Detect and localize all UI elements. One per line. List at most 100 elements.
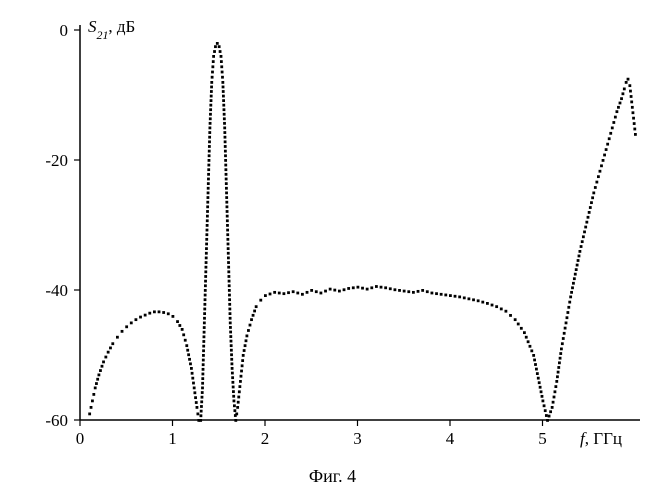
data-point [189,362,192,365]
data-point [588,211,591,214]
data-point [225,196,228,199]
data-point [249,324,252,327]
data-point [622,92,625,95]
data-point [226,233,229,236]
data-point [581,240,584,243]
y-tick-label: -20 [45,151,68,170]
data-point [230,353,233,356]
data-point [204,270,207,273]
data-point [205,257,208,260]
data-point [232,386,235,389]
data-point [204,280,207,283]
data-point [222,90,225,93]
data-point [569,296,572,299]
data-point [225,182,228,185]
data-point [162,311,165,314]
data-point [200,400,203,403]
data-point [559,357,562,360]
data-point [202,349,205,352]
data-point [591,196,594,199]
data-point [380,286,383,289]
data-point [227,257,230,260]
data-point [259,299,262,302]
x-tick-label: 4 [446,429,455,448]
y-tick-label: -60 [45,411,68,430]
data-point [205,266,208,269]
data-point [226,229,229,232]
data-point [203,335,206,338]
data-point [227,252,230,255]
data-point [570,291,573,294]
x-tick-label: 5 [538,429,547,448]
data-point [583,231,586,234]
figure-container: 0-20-40-60012345S21, дБf, ГГцФиг. 4 [0,0,665,500]
data-point [525,336,528,339]
data-point [575,268,578,271]
data-point [572,282,575,285]
data-point [549,410,552,413]
data-point [612,121,615,124]
data-point [616,110,619,113]
data-point [252,314,255,317]
data-point [590,201,593,204]
data-point [216,42,219,45]
data-point [444,294,447,297]
data-point [201,373,204,376]
data-point [229,312,232,315]
data-point [236,406,239,409]
data-point [539,386,542,389]
data-point [94,387,97,390]
data-point [223,117,226,120]
data-point [320,292,323,295]
data-point [603,154,606,157]
data-point [366,288,369,291]
data-point [412,291,415,294]
data-point [509,314,512,317]
data-point [200,410,203,413]
data-point [617,106,620,109]
data-point [562,337,565,340]
x-tick-label: 3 [353,429,362,448]
data-point [563,332,566,335]
data-point [208,159,211,162]
data-point [606,143,609,146]
data-point [229,335,232,338]
data-point [107,351,110,354]
data-point [544,409,547,412]
data-point [370,286,373,289]
data-point [623,88,626,91]
data-point [241,359,244,362]
data-point [545,414,548,417]
data-point [208,154,211,157]
data-point [224,159,227,162]
data-point [627,78,630,81]
data-point [158,310,161,313]
data-point [421,289,424,292]
data-point [208,131,211,134]
s21-series [88,42,637,422]
data-point [204,284,207,287]
data-point [546,419,549,422]
data-point [209,104,212,107]
data-point [222,95,225,98]
data-point [196,413,199,416]
data-point [190,367,193,370]
data-point [361,287,364,290]
data-point [99,369,102,372]
data-point [213,50,216,53]
data-point [187,353,190,356]
data-point [224,140,227,143]
data-point [500,308,503,311]
data-point [207,196,210,199]
data-point [206,210,209,213]
data-point [241,364,244,367]
data-point [283,292,286,295]
data-point [556,375,559,378]
data-point [449,294,452,297]
data-point [207,164,210,167]
data-point [611,127,614,130]
data-point [587,216,590,219]
data-point [209,113,212,116]
data-point [90,406,93,409]
data-point [203,326,206,329]
